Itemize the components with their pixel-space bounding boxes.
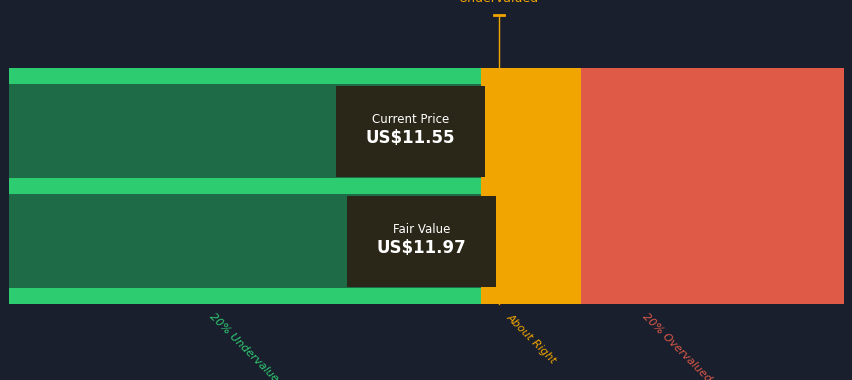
- Text: Fair Value: Fair Value: [393, 223, 450, 236]
- Bar: [347, 196, 496, 287]
- Bar: [9, 194, 481, 288]
- Text: US$11.97: US$11.97: [377, 239, 466, 257]
- Text: About Right: About Right: [504, 312, 557, 365]
- Text: 20% Overvalued: 20% Overvalued: [640, 312, 713, 380]
- Bar: [9, 84, 481, 178]
- Bar: [9, 68, 481, 304]
- Text: Undervalued: Undervalued: [458, 0, 538, 5]
- Bar: [481, 68, 580, 304]
- Bar: [336, 86, 485, 177]
- Text: Current Price: Current Price: [371, 113, 448, 127]
- Text: 20% Undervalued: 20% Undervalued: [208, 312, 285, 380]
- Bar: [580, 68, 843, 304]
- Text: US$11.55: US$11.55: [366, 129, 455, 147]
